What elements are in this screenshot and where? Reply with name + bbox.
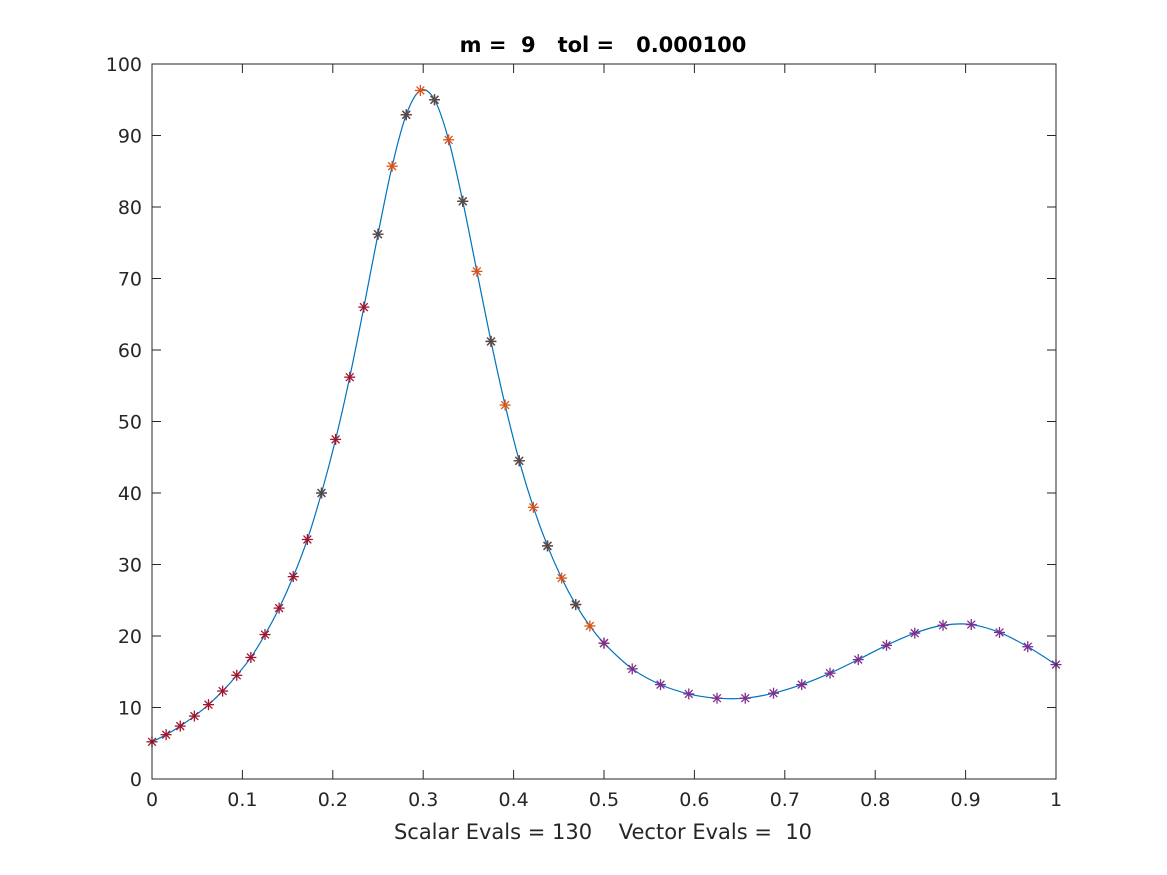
data-point-marker (386, 160, 398, 172)
data-point-marker (203, 699, 214, 711)
x-tick-label: 0.9 (950, 789, 980, 811)
y-tick-label: 60 (118, 340, 142, 362)
x-tick-label: 0.2 (318, 789, 348, 811)
data-point-marker (273, 602, 285, 614)
y-tick-label: 10 (118, 698, 142, 720)
plot-frame (151, 63, 1057, 780)
data-point-marker (570, 599, 582, 611)
data-point-marker (245, 651, 257, 663)
series-markers (146, 84, 1062, 748)
data-point-marker (683, 688, 695, 700)
data-point-marker (739, 692, 751, 704)
y-tick-label: 50 (118, 412, 142, 434)
data-point-marker (768, 687, 779, 699)
data-point-marker (358, 301, 370, 313)
data-point-marker (160, 729, 172, 741)
x-tick-label: 0.7 (770, 789, 800, 811)
data-point-marker (259, 629, 271, 641)
data-point-marker (485, 335, 497, 347)
data-point-marker (556, 572, 568, 584)
data-point-marker (852, 654, 864, 666)
data-point-marker (542, 540, 553, 552)
data-point-marker (598, 637, 610, 649)
data-point-marker (429, 94, 440, 106)
y-tick-label: 30 (118, 555, 142, 577)
data-point-marker (711, 692, 723, 704)
data-point-marker (796, 679, 808, 691)
y-tick-label: 0 (130, 769, 142, 791)
x-tick-label: 0.1 (227, 789, 257, 811)
x-tick-label: 0.6 (679, 789, 709, 811)
y-tick-label: 40 (118, 483, 142, 505)
y-tick-label: 80 (118, 197, 142, 219)
data-point-marker (174, 720, 186, 732)
x-tick-label: 0.5 (589, 789, 619, 811)
data-point-marker (287, 571, 299, 583)
data-point-marker (584, 620, 596, 632)
x-axis-label: Scalar Evals = 130 Vector Evals = 10 (394, 820, 812, 844)
data-point-marker (330, 433, 342, 445)
x-tick-label: 0.4 (498, 789, 528, 811)
y-tick-label: 20 (118, 626, 142, 648)
data-point-marker (937, 619, 949, 631)
data-point-marker (824, 667, 836, 679)
data-point-marker (231, 669, 243, 681)
y-tick-label: 90 (118, 126, 142, 148)
y-tick-label: 100 (106, 54, 142, 76)
data-point-marker (909, 627, 921, 639)
data-point-marker (443, 134, 455, 146)
data-point-marker (217, 685, 229, 697)
data-point-marker (513, 455, 525, 467)
x-tick-label: 1 (1050, 789, 1062, 811)
data-point-marker (301, 533, 313, 545)
data-point-marker (414, 84, 426, 96)
data-point-marker (965, 619, 977, 631)
axis-tick-labels: 0 0.1 0.2 0.3 0.4 0.5 0.6 0.7 0.8 0.9 101020304050… (106, 54, 1062, 811)
x-tick-label: 0.3 (408, 789, 438, 811)
chart-title: m = 9 tol = 0.000100 (460, 33, 747, 57)
data-point-marker (626, 663, 638, 675)
x-tick-label: 0.8 (860, 789, 890, 811)
data-point-marker (471, 265, 483, 277)
data-point-marker (655, 679, 666, 691)
data-point-marker (457, 195, 469, 207)
data-point-marker (1022, 641, 1034, 653)
data-point-marker (372, 228, 384, 240)
data-point-marker (344, 371, 356, 383)
data-point-marker (994, 626, 1005, 638)
x-tick-label: 0 (146, 789, 158, 811)
data-point-marker (527, 501, 539, 513)
data-point-marker (316, 487, 327, 499)
data-point-marker (188, 710, 200, 722)
data-point-marker (881, 639, 892, 651)
data-point-marker (499, 399, 511, 411)
data-point-marker (400, 109, 412, 121)
y-tick-label: 70 (118, 269, 142, 291)
axis-ticks (151, 63, 1057, 780)
